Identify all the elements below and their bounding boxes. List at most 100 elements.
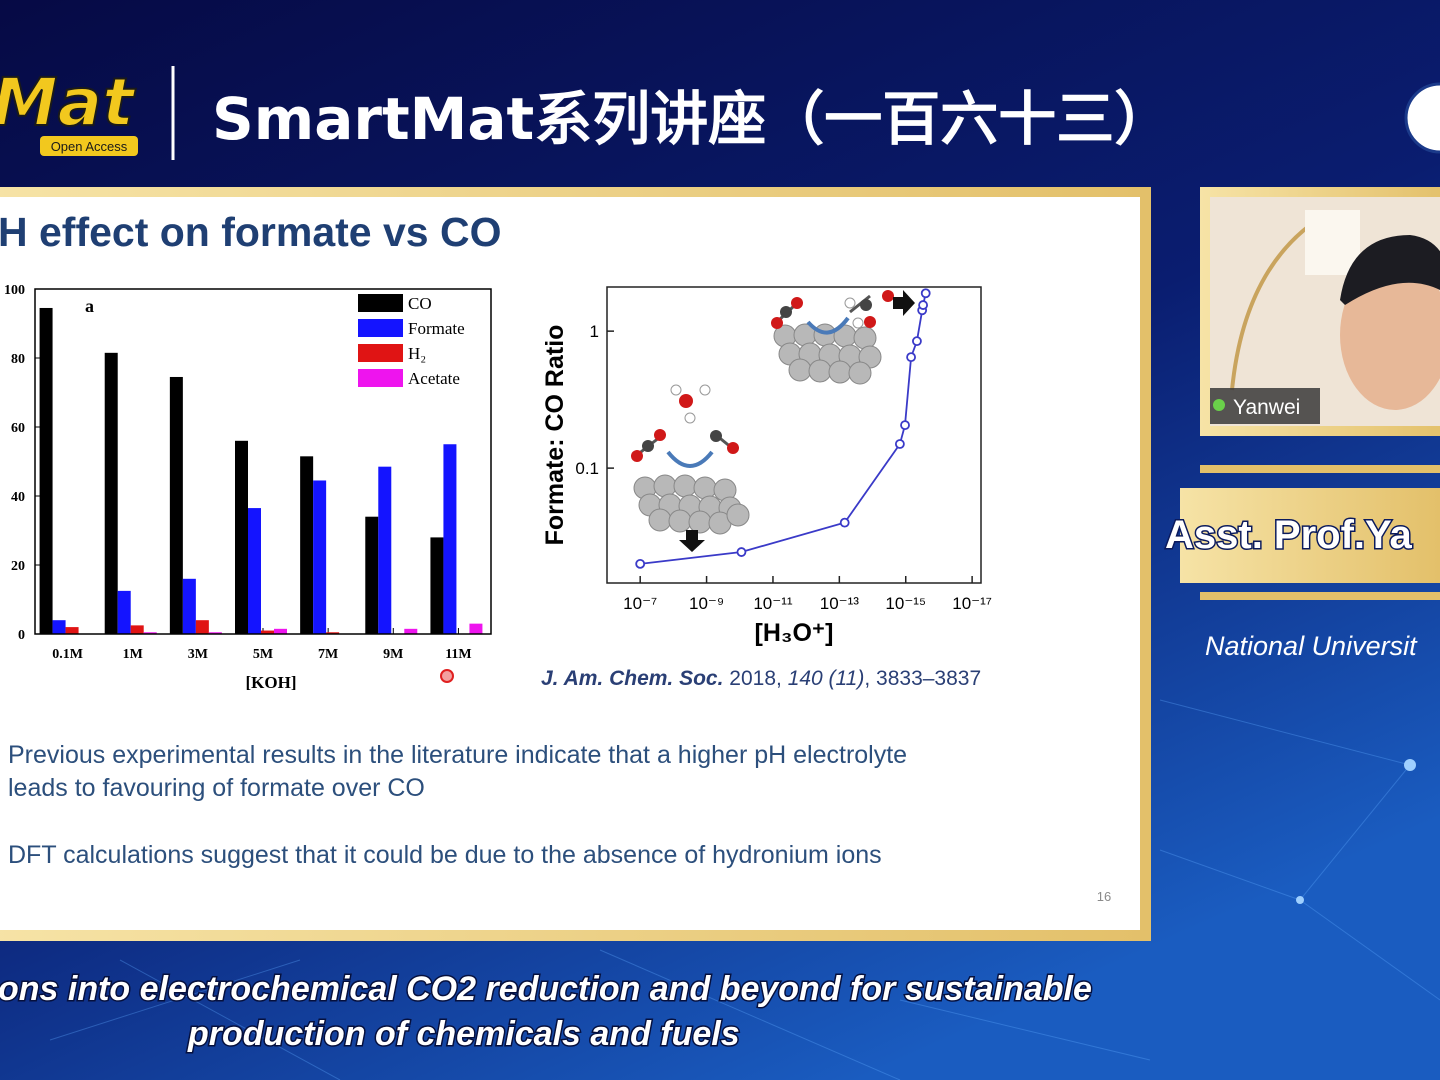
x-tick-label: 1M	[123, 647, 143, 662]
legend-label: CO	[408, 294, 432, 313]
x-axis-label: [KOH]	[246, 673, 297, 692]
legend-label: Formate	[408, 319, 465, 338]
bar	[261, 630, 274, 634]
y-tick-label: 80	[11, 352, 25, 367]
legend-swatch	[358, 294, 403, 312]
legend-swatch	[358, 344, 403, 362]
speaker-banner	[1180, 488, 1440, 583]
bar	[404, 628, 418, 634]
y-tick-label: 1	[590, 322, 599, 341]
panel-label: a	[85, 296, 94, 316]
x-tick-label: 0.1M	[52, 647, 83, 662]
citation: J. Am. Chem. Soc. 2018, 140 (11), 3833–3…	[541, 667, 981, 690]
legend-label: Acetate	[408, 369, 460, 388]
bar	[300, 456, 314, 634]
x-tick-label: 10⁻⁷	[623, 594, 657, 613]
citation-year: 2018,	[729, 667, 782, 690]
speaker-name: Asst. Prof.Ya	[1165, 513, 1413, 557]
bar	[235, 440, 248, 634]
institution-logo	[1404, 82, 1440, 154]
logo-badge	[40, 136, 138, 156]
legend-swatch	[358, 369, 403, 387]
slide-title: H effect on formate vs CO	[0, 209, 502, 255]
bar	[117, 590, 131, 634]
bar	[65, 627, 79, 634]
mic-icon	[1213, 399, 1225, 411]
network-node	[1404, 759, 1416, 771]
caption-line: ons into electrochemical CO2 reduction a…	[0, 970, 1092, 1008]
data-point	[900, 420, 910, 431]
data-point	[918, 300, 928, 310]
y-tick-label: 0	[18, 628, 25, 643]
y-tick-label: 0.1	[575, 459, 599, 478]
bar	[104, 352, 118, 634]
data-point	[920, 288, 931, 299]
y-tick-label: 100	[4, 283, 25, 298]
y-tick-label: 20	[11, 559, 25, 574]
bullet-text: leads to favouring of formate over CO	[8, 774, 425, 802]
bar	[313, 480, 327, 634]
plot-frame	[606, 286, 982, 584]
bar	[430, 537, 444, 634]
page-number: 16	[1097, 889, 1111, 904]
x-tick-label: 9M	[383, 647, 403, 662]
data-point	[635, 558, 646, 569]
data-point	[906, 352, 916, 363]
bar	[39, 307, 53, 634]
x-tick-label: 7M	[318, 647, 338, 662]
video-hair	[1340, 235, 1440, 305]
bar	[248, 508, 261, 634]
legend-swatch	[358, 319, 403, 337]
header-title: SmartMat系列讲座（一百六十三）	[212, 85, 1172, 153]
data-point	[736, 547, 747, 557]
bar	[143, 632, 157, 634]
bar-chart: 0 20 40 60 80 100 0.1M 1M 3M 5M 7M 9M 11M a [KOH] CO For…	[4, 283, 492, 692]
x-tick-label: 3M	[188, 647, 208, 662]
bar	[365, 516, 379, 634]
x-tick-label: 11M	[445, 647, 471, 662]
y-tick-label: 60	[11, 421, 25, 436]
logo-subtext: Open Access	[51, 139, 128, 154]
x-tick-label: 10⁻¹⁷	[952, 594, 992, 613]
bar	[469, 623, 483, 634]
legend-label: H₂	[408, 344, 426, 363]
video-lampshade	[1305, 210, 1360, 275]
y-axis-label: Formate: CO Ratio	[541, 325, 569, 546]
x-tick-label: 10⁻⁹	[689, 594, 724, 613]
bar	[130, 625, 144, 634]
bar	[182, 578, 196, 634]
data-point	[894, 439, 905, 449]
slide	[0, 197, 1140, 930]
bar	[443, 444, 457, 634]
bar	[274, 628, 287, 634]
bullet-text: DFT calculations suggest that it could b…	[8, 841, 882, 869]
line-chart: 10⁻⁷ 10⁻⁹ 10⁻¹¹ 10⁻¹³ 10⁻¹⁵ 10⁻¹⁷ 1 0.1 Formate:…	[541, 286, 992, 647]
bar	[378, 466, 392, 634]
bar	[208, 632, 222, 634]
y-tick-label: 40	[11, 490, 25, 505]
cursor	[440, 669, 454, 683]
citation-volume: 140 (11)	[788, 667, 865, 690]
bar	[169, 376, 183, 634]
network-node	[1296, 896, 1304, 904]
x-tick-label: 10⁻¹⁵	[885, 594, 926, 613]
bullet-text: Previous experimental results in the lit…	[8, 741, 907, 769]
x-axis-label: [H₃O⁺]	[755, 619, 834, 647]
surface-illustration	[631, 290, 915, 552]
banner-stripe	[1200, 592, 1440, 600]
speaker-affiliation: National Universit	[1205, 631, 1418, 661]
x-tick-label: 10⁻¹¹	[753, 594, 793, 613]
video-face	[1340, 260, 1440, 410]
citation-pages: , 3833–3837	[864, 667, 981, 690]
x-tick-label: 10⁻¹³	[820, 594, 860, 613]
network-decoration	[49, 699, 1440, 1080]
logo-text: Mat	[0, 64, 136, 141]
caption-line: production of chemicals and fuels	[187, 1015, 740, 1053]
participant-label-bg	[1210, 388, 1320, 424]
data-point	[839, 517, 850, 528]
bar	[52, 620, 66, 634]
banner-stripe	[1200, 465, 1440, 473]
